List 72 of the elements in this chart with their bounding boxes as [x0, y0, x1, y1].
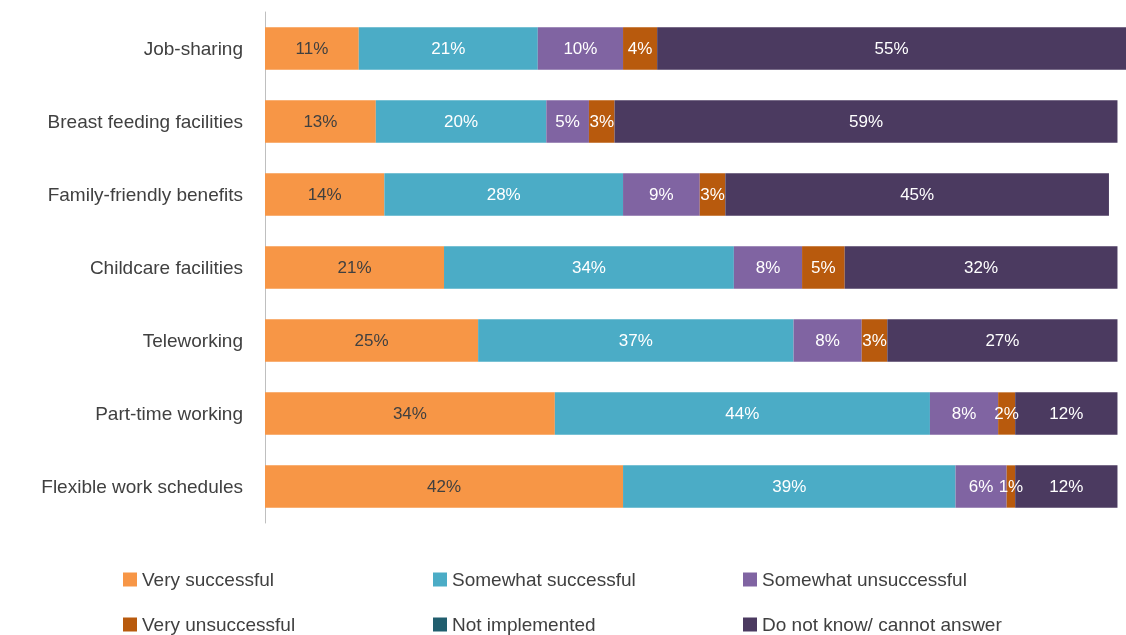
data-label: 21%: [431, 39, 466, 58]
data-label: 39%: [772, 477, 807, 496]
data-label: 20%: [444, 112, 479, 131]
data-label: 11%: [295, 39, 329, 58]
data-label: 8%: [755, 258, 781, 277]
y-tick-label: Family-friendly benefits: [47, 184, 243, 205]
bar: [265, 27, 359, 70]
data-label: 8%: [951, 404, 977, 423]
bar: [793, 319, 862, 362]
y-tick-label: Job-sharing: [143, 38, 243, 59]
bar: [802, 246, 845, 289]
legend-label: Not implemented: [452, 614, 596, 635]
bar: [358, 27, 538, 70]
data-label: 12%: [1049, 404, 1084, 423]
bar: [725, 173, 1109, 216]
legend-label: Somewhat successful: [452, 569, 636, 590]
y-tick-label: Part-time working: [95, 403, 243, 424]
data-label: 34%: [392, 404, 427, 423]
data-label: 28%: [486, 185, 521, 204]
data-label: 5%: [555, 112, 580, 131]
bar: [657, 27, 1126, 70]
data-label: 32%: [964, 258, 999, 277]
data-label: 3%: [700, 185, 725, 204]
bar: [265, 319, 479, 362]
legend-label: Very unsuccessful: [142, 614, 296, 635]
legend-label: Do not know/ cannot answer: [762, 614, 1003, 635]
data-label: 9%: [649, 185, 674, 204]
data-label: 10%: [563, 39, 598, 58]
data-label: 37%: [618, 331, 653, 350]
bar: [554, 392, 930, 435]
y-tick-label: Breast feeding facilities: [47, 111, 243, 132]
bar: [537, 27, 624, 70]
y-tick-label: Childcare facilities: [89, 257, 243, 278]
data-label: 6%: [968, 477, 994, 496]
data-label: 34%: [571, 258, 606, 277]
data-label: 5%: [811, 258, 836, 277]
data-label: 14%: [307, 185, 342, 204]
bar: [444, 246, 734, 289]
bar: [265, 246, 445, 289]
bar: [623, 465, 956, 508]
y-tick-label: Teleworking: [142, 330, 243, 351]
data-label: 25%: [354, 331, 389, 350]
legend-label: Very successful: [142, 569, 274, 590]
data-label: 3%: [589, 112, 615, 131]
bar: [265, 465, 624, 508]
data-label: 44%: [725, 404, 760, 423]
data-label: 59%: [848, 112, 884, 131]
bar: [844, 246, 1118, 289]
data-label: 12%: [1049, 477, 1084, 496]
legend-label: Somewhat unsuccessful: [762, 569, 967, 590]
bar: [478, 319, 794, 362]
bar: [375, 100, 547, 143]
data-label: 27%: [985, 331, 1020, 350]
data-label: 8%: [815, 331, 840, 350]
y-tick-label: Flexible work schedules: [41, 476, 243, 497]
data-label: 21%: [337, 258, 372, 277]
bar: [546, 100, 589, 143]
data-label: 55%: [874, 39, 909, 58]
bar: [265, 173, 385, 216]
data-label: 42%: [427, 477, 462, 496]
data-label: 1%: [998, 477, 1024, 496]
bar: [265, 100, 376, 143]
data-label: 4%: [627, 39, 653, 58]
data-label: 13%: [303, 112, 338, 131]
bar: [265, 392, 555, 435]
bar: [623, 173, 700, 216]
bar: [384, 173, 624, 216]
data-label: 45%: [900, 185, 935, 204]
bar: [614, 100, 1118, 143]
bar: [733, 246, 803, 289]
bar: [887, 319, 1118, 362]
data-label: 3%: [862, 331, 887, 350]
